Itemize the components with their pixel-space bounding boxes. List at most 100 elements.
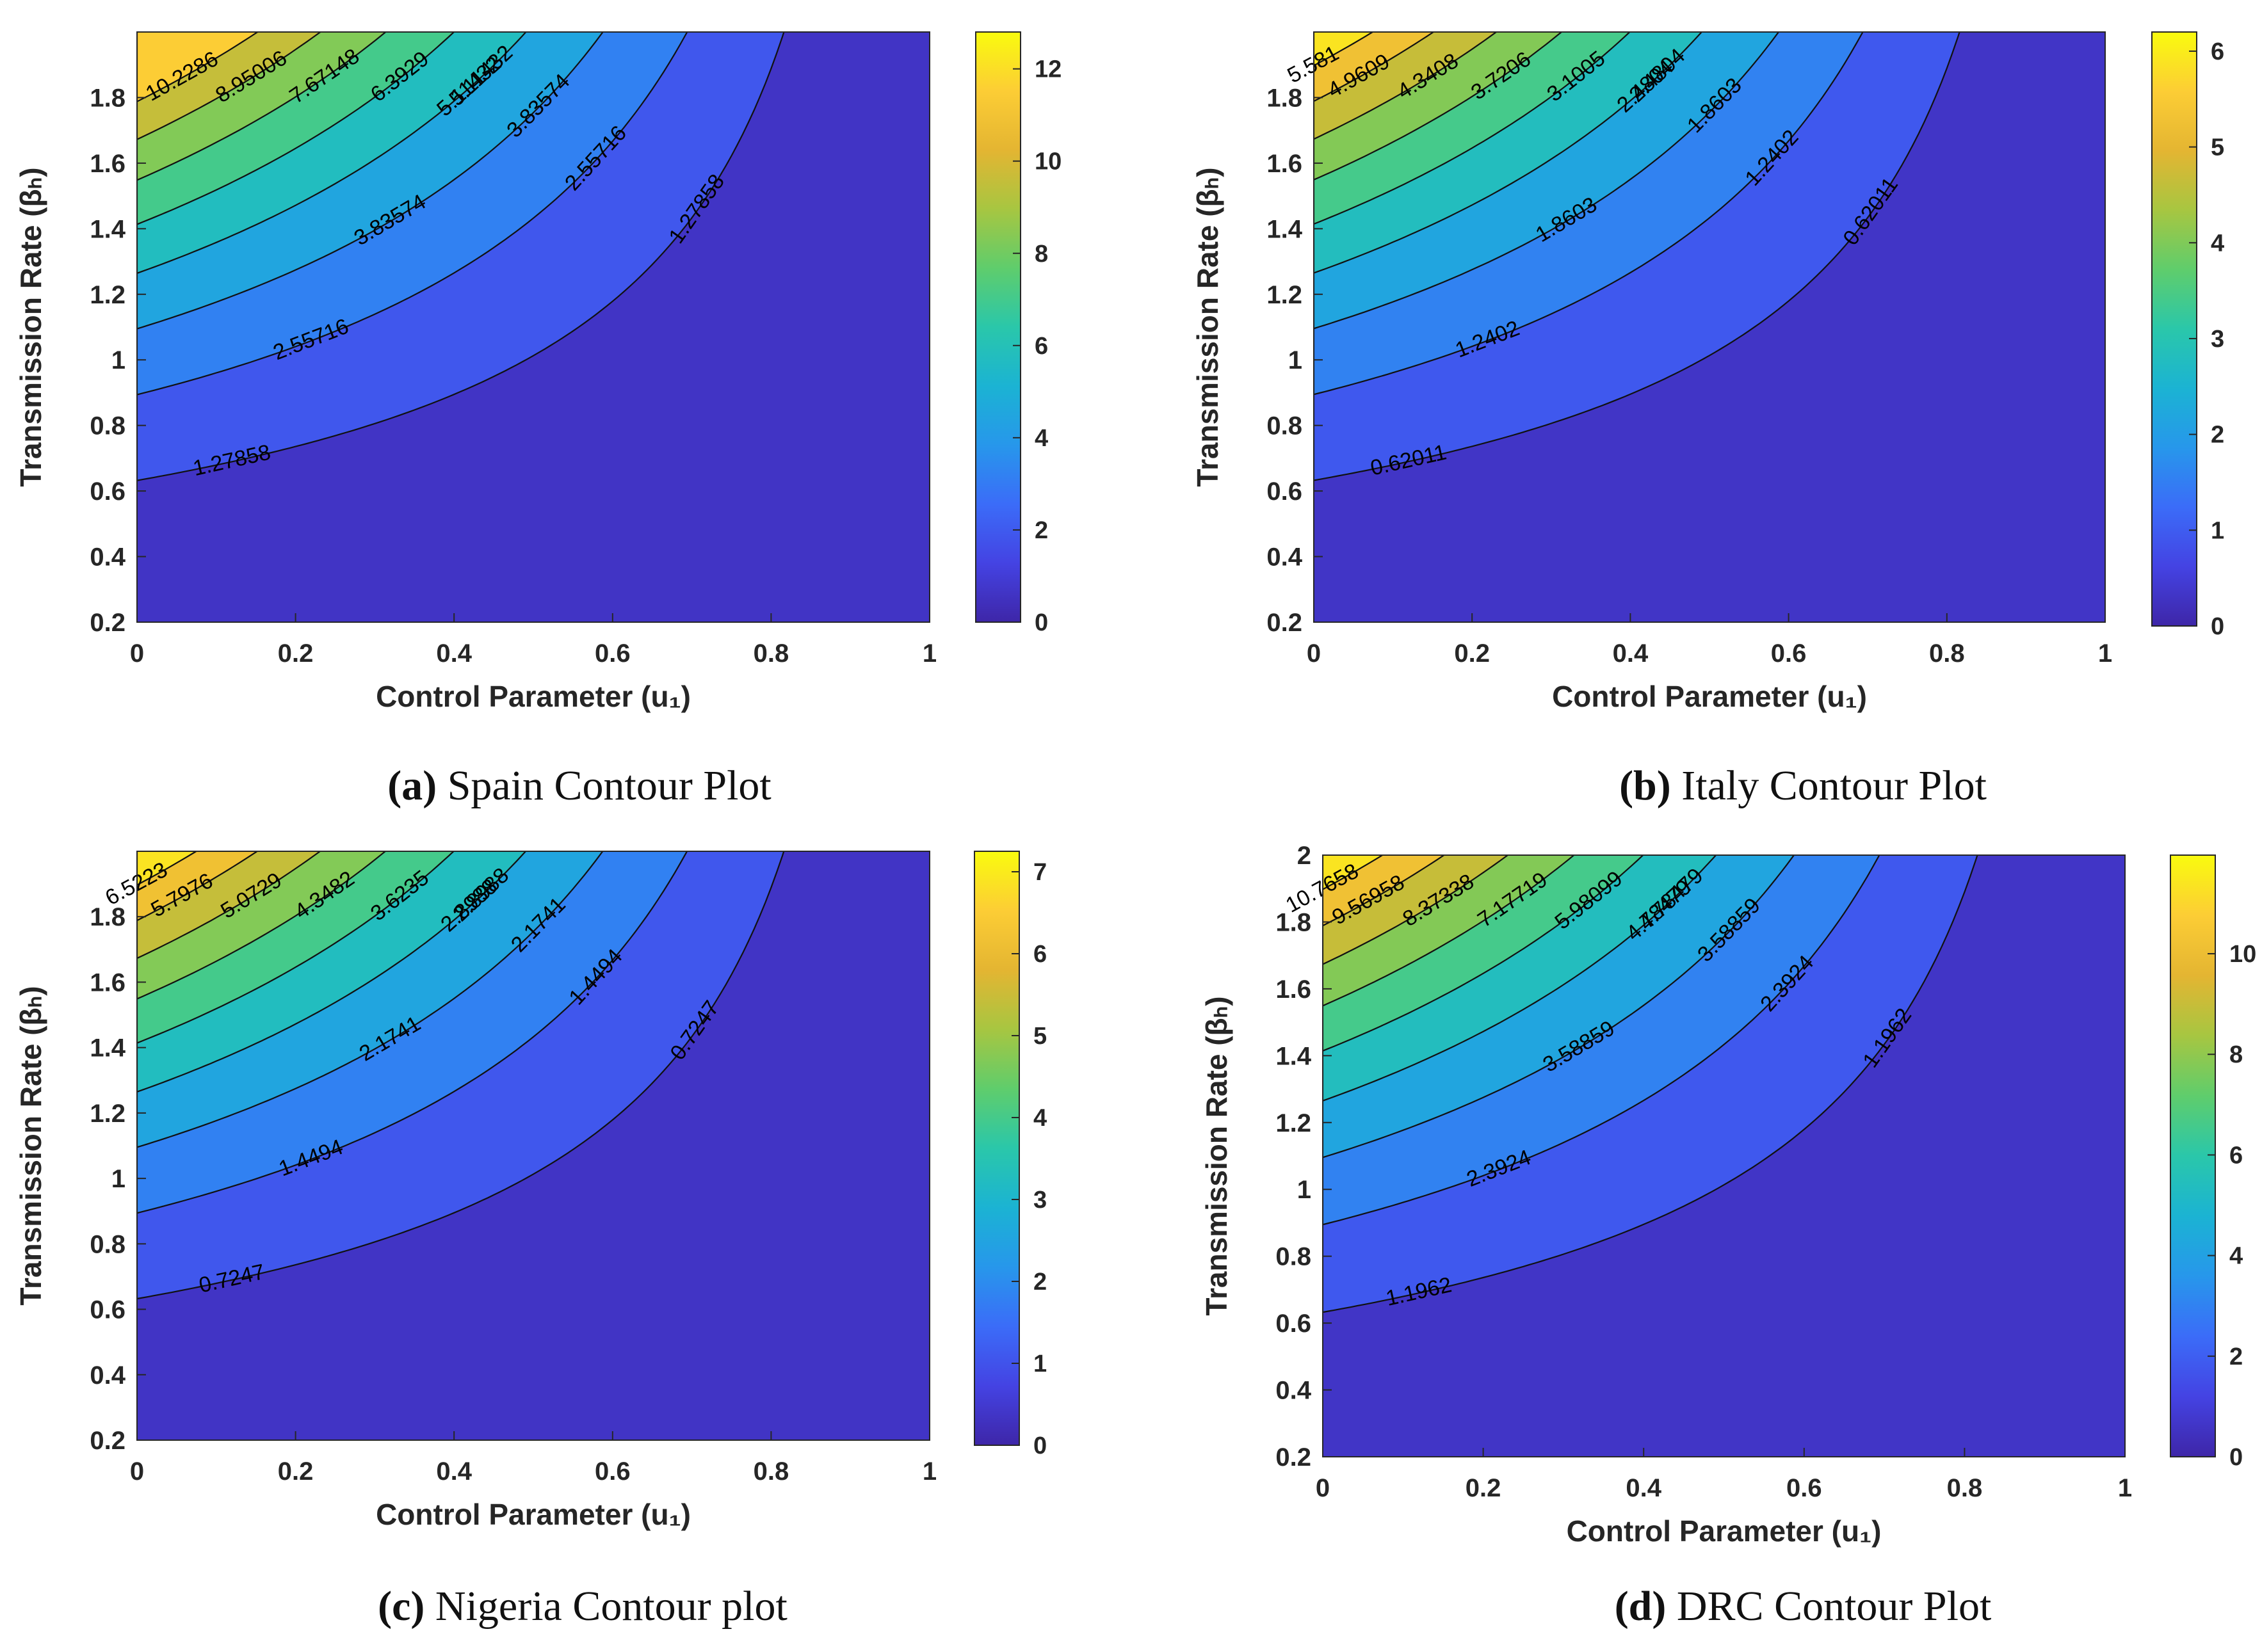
y-tick-label: 1.2 [90,281,125,309]
y-tick-label: 1.4 [90,215,125,243]
colorbar-gradient [2151,31,2197,627]
panel-c: 0.7247 0.7247 1.4494 1.4494 2.1741 2.1741 2.89… [0,826,1131,1652]
contour-chart-drc: 1.19621.19622.39242.39243.588593.588594.… [1200,842,2256,1548]
y-tick-label: 0.4 [1275,1377,1311,1405]
y-axis-label: Transmission Rate (βₕ) [14,986,47,1305]
y-tick-label: 1 [1288,346,1302,374]
y-tick-label: 1.2 [90,1100,125,1128]
colorbar-gradient [2170,854,2216,1457]
colorbar-tick-label: 10 [2229,941,2256,968]
x-tick-label: 0 [1307,639,1321,668]
caption-tag: (b) [1619,762,1671,809]
y-axis-label: Transmission Rate (βₕ) [1200,996,1233,1315]
y-tick-label: 0.6 [90,477,125,506]
contour-band-9 [137,851,198,886]
colorbar-tick-label: 0 [2211,613,2224,640]
y-tick-label: 1.6 [90,968,125,997]
x-tick-label: 0.8 [754,1457,789,1486]
y-tick-label: 0.2 [1266,609,1302,637]
colorbar-tick-label: 1 [1033,1351,1047,1377]
colorbar-tick-label: 8 [1035,241,1048,268]
y-tick-label: 1.8 [1266,84,1302,112]
x-tick-label: 0.4 [1626,1474,1661,1502]
y-tick-label: 0.2 [90,1427,125,1455]
y-tick-label: 0.6 [1266,477,1302,506]
x-tick-label: 0.6 [595,1457,631,1486]
y-tick-label: 1.6 [1275,975,1311,1004]
y-axis-label: Transmission Rate (βₕ) [1191,167,1224,486]
y-tick-label: 1.8 [90,84,125,112]
contour-band-9 [1314,32,1375,67]
y-axis-label: Transmission Rate (βₕ) [14,167,47,486]
colorbar-tick-label: 5 [2211,134,2224,161]
colorbar-tick-label: 6 [2229,1142,2243,1169]
colorbar-tick-label: 4 [1033,1105,1047,1132]
x-tick-label: 0 [130,639,144,668]
x-tick-label: 0.6 [1786,1474,1822,1502]
contour-band-8 [137,32,259,102]
colorbar-tick-label: 2 [1033,1269,1047,1295]
colorbar: 0 1 2 3 4 5 6 [2151,31,2224,640]
x-tick-label: 0.2 [278,1457,314,1486]
x-tick-label: 0.6 [595,639,631,668]
colorbar-tick-label: 2 [2211,422,2224,449]
x-tick-label: 0 [1316,1474,1330,1502]
contour-plot-area [1314,32,2105,622]
y-tick-label: 0.4 [90,1361,125,1390]
x-tick-label: 0.8 [1947,1474,1983,1502]
caption-b: (b) Italy Contour Plot [1619,762,1987,810]
contour-band-9 [1323,855,1384,890]
panel-b: 0.62011 0.62011 1.2402 1.2402 1.8603 1.8603 2.… [1131,0,2262,813]
y-tick-label: 1.2 [1266,281,1302,309]
contour-chart-spain: 1.278581.278582.557162.557163.835743.835… [14,31,1062,713]
colorbar-tick-label: 0 [2229,1444,2243,1471]
caption-tag: (c) [378,1583,425,1630]
x-tick-label: 0.4 [436,639,472,668]
axes-box [136,851,930,1441]
y-tick-label: 0.6 [90,1296,125,1324]
caption-tag: (d) [1614,1583,1667,1630]
x-axis-label: Control Parameter (u₁) [376,1498,691,1531]
x-tick-label: 0.2 [1466,1474,1501,1502]
caption-text: Italy Contour Plot [1681,762,1987,809]
x-tick-label: 0.4 [1613,639,1649,668]
colorbar-gradient [974,851,1020,1446]
y-tick-label: 0.2 [90,609,125,637]
colorbar-tick-label: 3 [1033,1187,1047,1214]
colorbar-tick-label: 12 [1035,56,1062,83]
y-tick-label: 0.8 [90,412,125,440]
axes-box [1313,31,2106,623]
axes-box [1322,854,2126,1457]
x-tick-label: 1 [2118,1474,2132,1502]
x-tick-label: 1 [2098,639,2112,668]
x-tick-label: 0 [130,1457,144,1486]
colorbar-tick-label: 6 [1033,941,1047,968]
x-tick-label: 0.6 [1771,639,1807,668]
colorbar-tick-label: 8 [2229,1041,2243,1068]
y-tick-label: 1 [111,1165,125,1193]
y-tick-label: 2 [1297,842,1311,870]
caption-text: DRC Contour Plot [1676,1583,1992,1630]
colorbar-tick-label: 0 [1033,1432,1047,1459]
y-tick-label: 1.4 [1275,1042,1311,1070]
contour-chart-nigeria: 0.72470.72471.44941.44942.17412.17412.89… [14,851,1047,1531]
caption-a: (a) Spain Contour Plot [387,762,772,810]
y-tick-label: 0.4 [1266,543,1302,572]
y-tick-label: 1.4 [1266,215,1302,243]
colorbar-tick-label: 6 [1035,333,1048,360]
colorbar-tick-label: 2 [2229,1343,2243,1370]
x-tick-label: 0.2 [1454,639,1490,668]
y-tick-label: 0.2 [1275,1443,1311,1472]
caption-text: Nigeria Contour plot [435,1583,788,1630]
y-tick-label: 0.6 [1275,1310,1311,1338]
colorbar-tick-label: 6 [2211,38,2224,65]
x-tick-label: 0.4 [436,1457,472,1486]
y-tick-label: 1.6 [90,150,125,178]
colorbar-tick-label: 4 [2211,230,2224,257]
colorbar: 0 1 2 3 4 5 6 7 [974,851,1047,1459]
colorbar-tick-label: 2 [1035,517,1048,544]
y-tick-label: 1.8 [90,903,125,931]
panel-d: 1.1962 1.1962 2.3924 2.3924 3.58859 3.58859 4.… [1131,826,2262,1652]
x-tick-label: 1 [923,639,937,668]
axes-box [136,31,930,623]
